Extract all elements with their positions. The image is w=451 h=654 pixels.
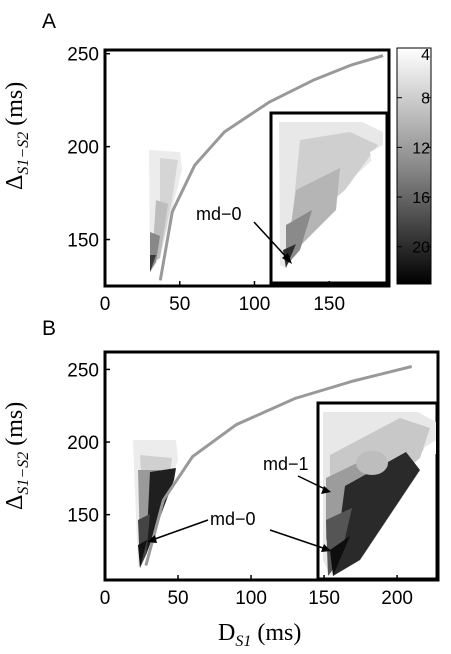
svg-text:DS1 (ms): DS1 (ms) (218, 620, 301, 650)
x-tick-label-a-1: 50 (169, 294, 190, 315)
annotation-md-0-b: md−0 (147, 509, 331, 552)
boundary-curve-b (144, 365, 413, 566)
annotation-md-0-a: md−0 (196, 204, 292, 264)
x-tick-label-a-3: 150 (313, 294, 345, 315)
x-axis-label-unit-b: (ms) (251, 620, 301, 646)
annotation-label-md-0-b: md−0 (210, 509, 256, 529)
x-tick-label-a-2: 100 (239, 294, 271, 315)
colorbar-tick-label-1: 8 (421, 91, 430, 108)
svg-text:ΔS1−S2 (ms): ΔS1−S2 (ms) (2, 82, 32, 190)
annotation-md-1-b: md−1 (263, 454, 331, 494)
y-axis-label-a: ΔS1−S2 (ms) (2, 82, 32, 190)
y-axis-label-b: ΔS1−S2 (ms) (2, 402, 32, 510)
panel-b: B md−1 (2, 317, 440, 650)
y-tick-label-b-1: 200 (67, 433, 99, 454)
y-tick-label-a-1: 200 (67, 138, 99, 159)
annotation-label-md-1-b: md−1 (263, 454, 309, 474)
x-axis-label-b: DS1 (ms) (218, 620, 301, 650)
colorbar-tick-label-4: 20 (412, 240, 430, 257)
colorbar-tick-label-2: 12 (412, 140, 430, 157)
boundary-curve-a (158, 54, 384, 281)
y-tick-label-a-0: 150 (67, 231, 99, 252)
y-axis-label-base-a: Δ (2, 175, 28, 190)
y-axis-label-sub-b: S1−S2 (15, 452, 32, 495)
x-tick-label-b-3: 150 (308, 588, 340, 609)
inset-a (269, 111, 389, 285)
panel-label-b: B (42, 317, 56, 340)
x-tick-label-b-1: 50 (167, 588, 188, 609)
svg-text:ΔS1−S2 (ms): ΔS1−S2 (ms) (2, 402, 32, 510)
ticks-a: 0 50 100 150 150 200 250 (67, 45, 345, 315)
y-axis-label-unit-b: (ms) (2, 402, 28, 452)
x-axis-label-base-b: D (218, 620, 235, 646)
y-tick-label-b-0: 150 (67, 506, 99, 527)
colorbar-tick-label-3: 16 (412, 190, 430, 207)
panel-a: A 4 8 12 16 20 md−0 (2, 10, 432, 315)
colorbar: 4 8 12 16 20 (396, 47, 432, 285)
x-tick-label-b-0: 0 (100, 588, 111, 609)
x-tick-label-b-4: 200 (381, 588, 413, 609)
y-axis-label-base-b: Δ (2, 495, 28, 510)
colorbar-ticks: 4 8 12 16 20 (397, 47, 431, 257)
x-tick-label-b-2: 100 (235, 588, 267, 609)
x-tick-label-a-0: 0 (100, 294, 111, 315)
ticks-b: 0 50 100 150 200 150 200 250 (67, 360, 413, 609)
y-axis-label-unit-a: (ms) (2, 82, 28, 132)
x-axis-label-sub-b: S1 (235, 633, 251, 650)
panel-label-a: A (42, 10, 56, 33)
wedge-region-a (149, 150, 182, 272)
colorbar-tick-label-0: 4 (421, 47, 430, 64)
y-tick-label-a-2: 250 (67, 45, 99, 66)
y-tick-label-b-2: 250 (67, 360, 99, 381)
y-axis-label-sub-a: S1−S2 (15, 132, 32, 175)
inset-b (316, 401, 439, 581)
annotation-label-md-0-a: md−0 (196, 204, 242, 224)
